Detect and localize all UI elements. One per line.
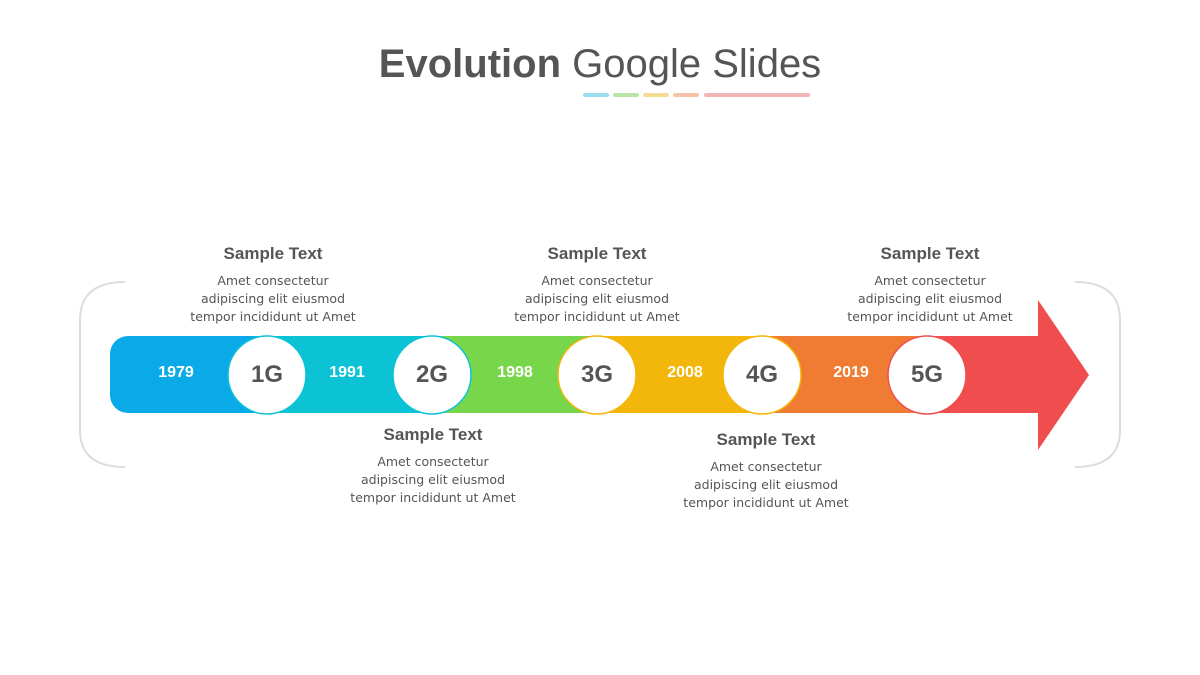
circle-4g [722,335,802,415]
generation-label: 3G [580,361,613,388]
note-title: Sample Text [383,425,483,444]
note-line: Amet consectetur [710,459,822,474]
circle-2g [392,335,472,415]
note-line: adipiscing elit eiusmod [857,291,1003,306]
right-bracket [1074,281,1121,468]
note-1g: Sample Text Amet consectetur adipiscing … [143,244,403,326]
title-regular: Google Slides [572,42,822,86]
arrow-head [1038,300,1089,450]
circle-3g [557,335,637,415]
note-line: tempor incididunt ut Amet [514,309,680,324]
title-underline-2 [613,93,639,97]
note-line: adipiscing elit eiusmod [200,291,346,306]
note-line: Amet consectetur [874,273,986,288]
year-label: 1991 [329,364,365,381]
note-line: tempor incididunt ut Amet [350,490,516,505]
generation-label: 4G [745,361,778,388]
note-5g: Sample Text Amet consectetur adipiscing … [800,244,1060,326]
title-bold: Evolution [378,42,562,86]
note-line: adipiscing elit eiusmod [524,291,670,306]
note-line: Amet consectetur [541,273,653,288]
generation-label: 1G [250,361,283,388]
note-line: Amet consectetur [217,273,329,288]
year-label: 1979 [158,364,194,381]
title-underline-4 [673,93,699,97]
note-title: Sample Text [223,244,323,263]
generation-label: 5G [910,361,943,388]
note-4g: Sample Text Amet consectetur adipiscing … [636,430,896,512]
note-line: adipiscing elit eiusmod [693,477,839,492]
year-label: 2008 [667,364,703,381]
circle-1g [227,335,307,415]
title-underline-5 [704,93,810,97]
note-line: tempor incididunt ut Amet [847,309,1013,324]
title-underline-1 [583,93,609,97]
note-2g: Sample Text Amet consectetur adipiscing … [303,425,563,507]
note-3g: Sample Text Amet consectetur adipiscing … [467,244,727,326]
note-title: Sample Text [880,244,980,263]
note-line: tempor incididunt ut Amet [190,309,356,324]
note-title: Sample Text [716,430,816,449]
year-label: 2019 [833,364,869,381]
note-line: tempor incididunt ut Amet [683,495,849,510]
slide-title: Evolution Google Slides [0,42,1200,87]
note-line: adipiscing elit eiusmod [360,472,506,487]
title-underline-3 [643,93,669,97]
generation-label: 2G [415,361,448,388]
circle-5g [887,335,967,415]
note-title: Sample Text [547,244,647,263]
left-bracket [79,281,126,468]
note-line: Amet consectetur [377,454,489,469]
year-label: 1998 [497,364,533,381]
